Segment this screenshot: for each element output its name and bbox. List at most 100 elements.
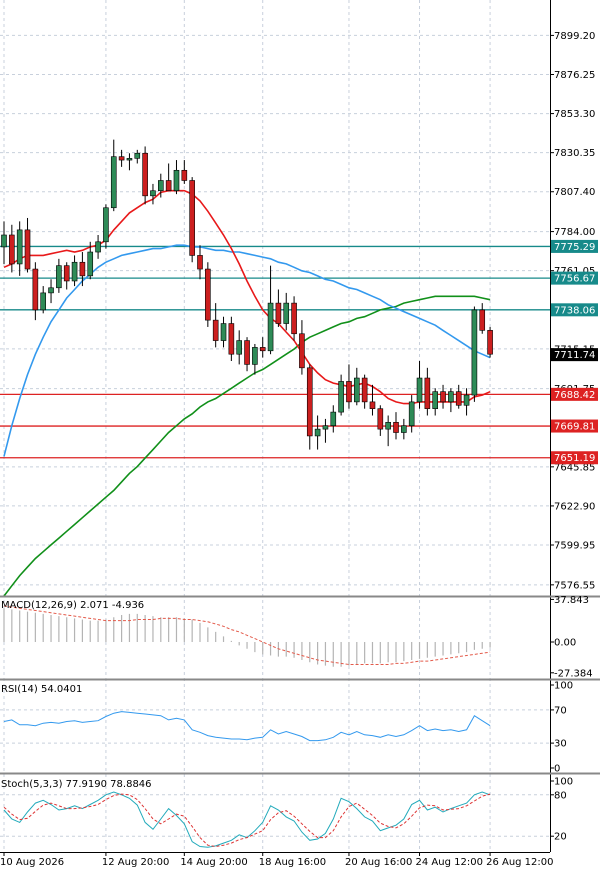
candle-bear: [275, 302, 282, 324]
macd-panel: [3, 605, 491, 667]
candle-bear: [306, 367, 313, 437]
candle-bull: [87, 251, 94, 277]
current-price-label: 7711.74: [554, 350, 595, 361]
macd-label: MACD(12,26,9) 2.071 -4.936: [1, 600, 144, 611]
candle-bull: [322, 425, 329, 430]
candle-bull: [385, 422, 391, 430]
time-tick-label: 14 Aug 20:00: [180, 857, 247, 868]
candle-bear: [346, 381, 352, 403]
candle-bear: [244, 340, 250, 365]
level-tag: [551, 451, 598, 465]
candle-bull: [150, 190, 156, 197]
candle-bear: [440, 391, 446, 403]
candle-bull: [314, 428, 321, 437]
price-tick-label: 7807.40: [554, 187, 595, 198]
macd-tick-label: 0.00: [554, 638, 576, 649]
candle-bull: [40, 292, 47, 311]
candle-bull: [95, 241, 101, 253]
candle-bull: [126, 158, 133, 161]
candle-bear: [212, 319, 219, 341]
price-tick-label: 7876.25: [554, 70, 595, 81]
rsi-tick-label: 30: [554, 739, 567, 750]
candle-bear: [479, 309, 486, 331]
candle-bull: [448, 391, 454, 403]
candle-bull: [432, 391, 439, 409]
candle-bear: [24, 229, 31, 270]
candle-bull: [408, 401, 415, 427]
macd-tick-label: 37.843: [554, 595, 589, 606]
candle-bull: [463, 394, 470, 406]
candle-bear: [424, 377, 431, 409]
candle-bull: [1, 234, 7, 248]
time-tick-label: 18 Aug 16:00: [259, 857, 326, 868]
candle-bear: [393, 422, 399, 433]
macd-signal-line: [3, 605, 491, 665]
current-price-tag: [551, 348, 598, 362]
stoch-tick-label: 20: [554, 832, 567, 843]
price-tick-label: 7645.85: [554, 462, 595, 473]
rsi-line: [3, 711, 491, 742]
candle-bull: [252, 347, 258, 365]
candle-bear: [455, 391, 462, 406]
candle-bull: [134, 152, 141, 159]
level-tag-label: 7756.67: [554, 274, 595, 285]
time-tick-label: 20 Aug 16:00: [345, 857, 412, 868]
price-tick-label: 7853.30: [554, 109, 595, 120]
candle-bull: [158, 180, 164, 192]
rsi-tick-label: 70: [554, 705, 567, 716]
level-tag: [551, 387, 598, 401]
candle-bull: [267, 302, 274, 352]
rsi-panel: [0, 709, 550, 744]
price-tick-label: 7899.20: [554, 31, 595, 42]
level-tag-label: 7651.19: [554, 453, 595, 464]
candle-bear: [142, 152, 148, 197]
candle-bull: [16, 229, 23, 265]
candle-bear: [369, 401, 376, 409]
time-tick-label: 26 Aug 12:00: [486, 857, 553, 868]
candle-bull: [330, 411, 337, 427]
candle-bull: [103, 207, 109, 243]
candle-bear: [299, 333, 305, 369]
level-tag-label: 7775.29: [554, 242, 595, 253]
stochastic-panel: [0, 791, 550, 848]
level-tag: [551, 303, 598, 317]
candle-bull: [71, 261, 78, 282]
candle-bear: [181, 169, 188, 181]
price-tick-label: 7622.90: [554, 501, 595, 512]
candle-bull: [236, 340, 242, 355]
candle-bear: [63, 265, 70, 282]
stoch-tick-label: 80: [554, 790, 567, 801]
candle-bear: [32, 268, 39, 311]
level-tag: [551, 239, 598, 253]
stoch-tick-label: 100: [554, 777, 573, 788]
candle-bear: [197, 255, 203, 270]
candle-bear: [205, 268, 211, 321]
candle-bear: [228, 323, 235, 355]
candle-bull: [401, 425, 407, 433]
candle-bear: [291, 302, 297, 335]
candlesticks: [1, 139, 493, 450]
macd-tick-label: -27.384: [554, 668, 593, 679]
price-tick-label: 7830.35: [554, 148, 595, 159]
time-tick-label: 24 Aug 12:00: [416, 857, 483, 868]
time-axis: 10 Aug 2026 12 Aug 20:00 14 Aug 20:00 18 Au…: [0, 852, 554, 868]
level-tag: [551, 271, 598, 285]
candle-bear: [9, 234, 15, 265]
price-axis: 7899.20 7876.25 7853.30 7830.35 7807.40 7784.…: [550, 31, 598, 843]
rsi-label: RSI(14) 54.0401: [1, 684, 82, 695]
rsi-tick-label: 100: [554, 681, 573, 692]
sma-mid-line: [3, 244, 491, 457]
stoch-label: Stoch(5,3,3) 77.9190 78.8846: [1, 779, 152, 790]
sma-slow-line: [3, 295, 491, 597]
candle-bull: [56, 265, 62, 289]
time-tick-label: 10 Aug 2026: [0, 857, 64, 868]
level-tag-label: 7688.42: [554, 390, 595, 401]
candle-bull: [220, 323, 227, 341]
candle-bear: [377, 408, 384, 430]
candle-bear: [118, 156, 125, 161]
candle-bear: [79, 261, 86, 277]
candle-bull: [416, 377, 423, 403]
candle-bull: [353, 377, 360, 403]
